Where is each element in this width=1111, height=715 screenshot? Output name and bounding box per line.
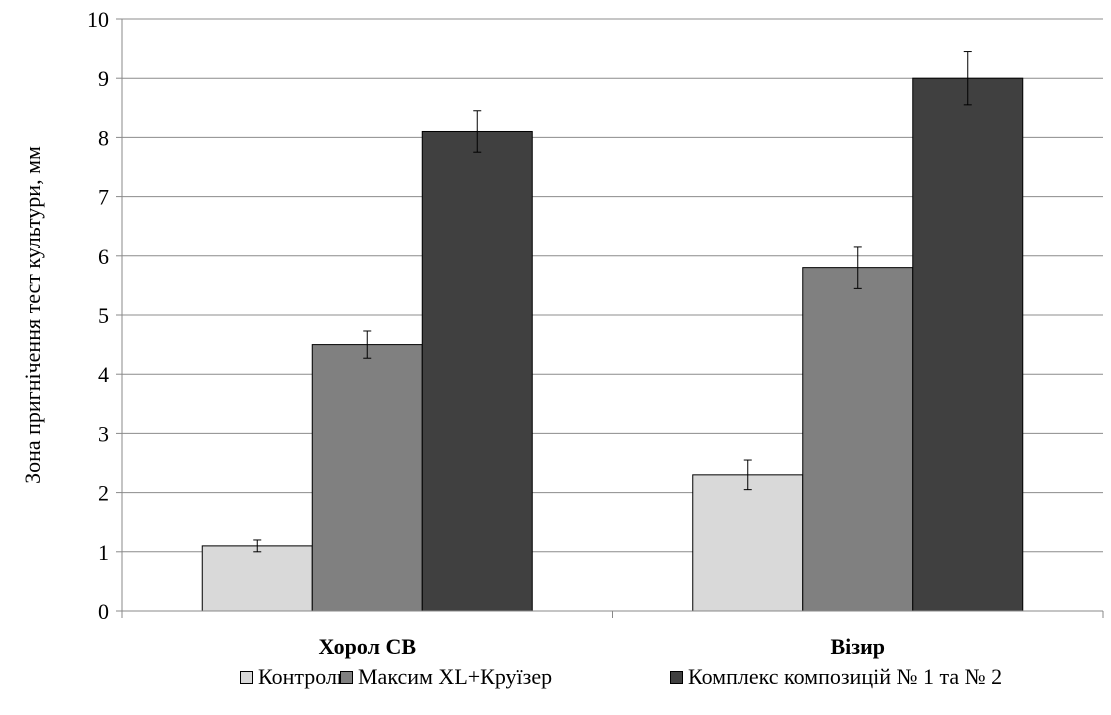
y-tick-label: 6 bbox=[98, 244, 109, 269]
legend-label: Контроль bbox=[258, 664, 347, 689]
legend: Контроль Максим XL+Круїзер Комплекс композ… bbox=[0, 664, 1111, 704]
y-tick-label: 0 bbox=[98, 599, 109, 624]
legend-item: Контроль bbox=[240, 664, 347, 690]
legend-item: Комплекс композицій № 1 та № 2 bbox=[670, 664, 1002, 690]
y-tick-label: 5 bbox=[98, 303, 109, 328]
y-tick-label: 3 bbox=[98, 421, 109, 446]
bar bbox=[421, 130, 533, 612]
gridlines bbox=[122, 18, 1103, 553]
y-tick-label: 10 bbox=[87, 7, 109, 32]
y-tick-label: 4 bbox=[98, 362, 109, 387]
bar-chart: 0 1 2 3 4 5 6 7 8 9 10 Хорол СВ Візир Зона пригніче… bbox=[20, 7, 1104, 659]
category-label: Візир bbox=[830, 634, 885, 659]
legend-swatch bbox=[340, 670, 353, 684]
bar bbox=[201, 545, 313, 612]
x-axis-ticks bbox=[121, 611, 1104, 618]
legend-label: Максим XL+Круїзер bbox=[358, 664, 553, 689]
error-bars bbox=[253, 51, 972, 553]
y-tick-label: 1 bbox=[98, 540, 109, 565]
bar bbox=[802, 267, 914, 612]
legend-swatch bbox=[670, 670, 683, 684]
bar bbox=[311, 344, 423, 612]
y-tick-label: 2 bbox=[98, 481, 109, 506]
y-tick-label: 8 bbox=[98, 125, 109, 150]
y-tick-label: 9 bbox=[98, 66, 109, 91]
y-tick-label: 7 bbox=[98, 185, 109, 210]
category-label: Хорол СВ bbox=[318, 634, 416, 659]
category-labels: Хорол СВ Візир bbox=[318, 634, 885, 659]
legend-label: Комплекс композицій № 1 та № 2 bbox=[688, 664, 1003, 689]
bar bbox=[692, 474, 804, 612]
bars bbox=[201, 77, 1024, 612]
bar bbox=[912, 77, 1024, 612]
y-axis-label: Зона пригнічення тест культури, мм bbox=[20, 146, 45, 484]
y-axis-ticks: 0 1 2 3 4 5 6 7 8 9 10 bbox=[87, 7, 122, 624]
legend-item: Максим XL+Круїзер bbox=[340, 664, 552, 690]
legend-swatch bbox=[240, 670, 253, 684]
